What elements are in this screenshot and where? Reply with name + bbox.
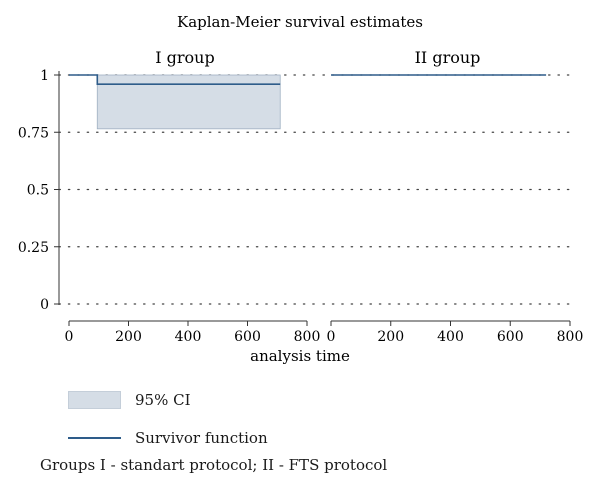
x-tick-label: 600: [497, 329, 524, 345]
x-axis-label: analysis time: [250, 347, 350, 365]
panel-1: 0 200 400 600 800 I group: [54, 48, 320, 345]
x-tick-label: 0: [327, 329, 336, 345]
y-tick-label: 0: [40, 297, 49, 313]
panel-title: II group: [415, 48, 481, 67]
panel-2: 0 200 400 600 800 II group: [322, 48, 584, 345]
x-tick-label: 800: [557, 329, 584, 345]
x-tick-label: 800: [294, 329, 321, 345]
panel-title: I group: [155, 48, 214, 67]
x-tick-label: 400: [175, 329, 202, 345]
legend-label-ci: 95% CI: [135, 391, 191, 409]
y-tick-label: 0.75: [18, 125, 49, 141]
x-tick-label: 400: [437, 329, 464, 345]
y-tick-label: 0.25: [18, 240, 49, 256]
legend-item-survivor: Survivor function: [68, 426, 268, 450]
x-tick-label: 600: [234, 329, 261, 345]
chart-title: Kaplan-Meier survival estimates: [177, 13, 423, 31]
x-tick-label: 200: [377, 329, 404, 345]
x-tick-label: 200: [115, 329, 142, 345]
survivor-function-line: [69, 74, 281, 85]
y-tick-label: 0.5: [27, 183, 49, 199]
ci-band: [96, 74, 281, 130]
legend-item-ci: 95% CI: [68, 388, 268, 412]
legend-label-survivor: Survivor function: [135, 429, 268, 447]
footnote: Groups I - standart protocol; II - FTS p…: [40, 456, 388, 474]
legend-swatch-survivor: [68, 437, 121, 439]
legend-swatch-ci: [68, 391, 121, 409]
x-tick-label: 0: [65, 329, 74, 345]
y-tick-label: 1: [40, 68, 49, 84]
legend: 95% CI Survivor function: [68, 388, 268, 464]
